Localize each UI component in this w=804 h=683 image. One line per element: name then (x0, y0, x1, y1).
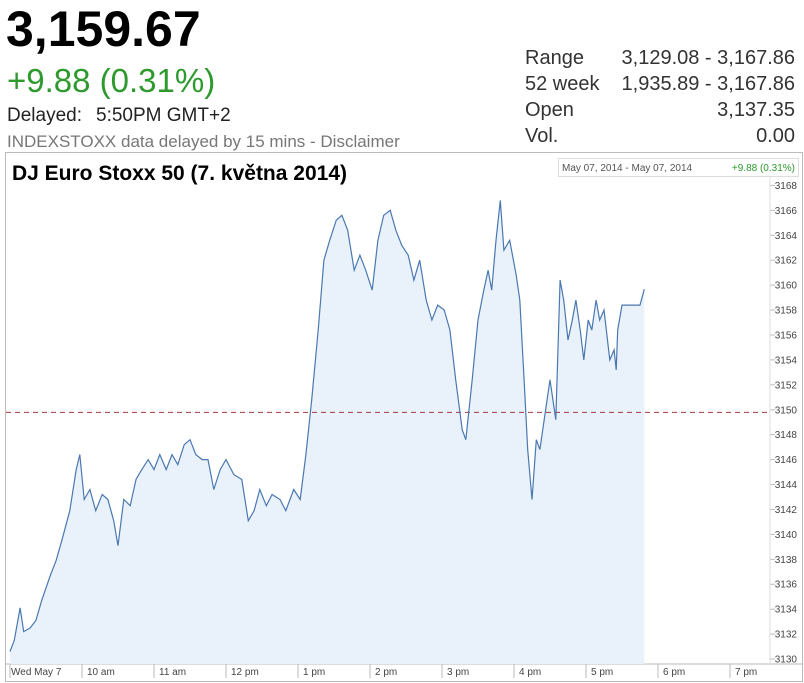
y-tick-label: 3138 (775, 555, 798, 566)
x-tick-label: 12 pm (231, 667, 259, 678)
stat-label: Range (525, 47, 584, 69)
y-tick-label: 3132 (775, 630, 798, 641)
y-tick-label: 3158 (775, 306, 798, 317)
y-tick-label: 3162 (775, 256, 798, 267)
x-tick-label: 10 am (87, 667, 115, 678)
y-tick-label: 3168 (775, 181, 798, 192)
y-tick-label: 3146 (775, 455, 798, 466)
chart-frame (5, 152, 803, 682)
delayed-label: Delayed: (7, 105, 82, 126)
y-tick-label: 3136 (775, 580, 798, 591)
range-change: +9.88 (0.31%) (732, 163, 795, 174)
area-fill (10, 200, 645, 664)
x-tick-label: 4 pm (519, 667, 541, 678)
delayed-time: 5:50PM GMT+2 (96, 105, 231, 126)
x-tick-label: 3 pm (447, 667, 469, 678)
x-tick-label: 1 pm (303, 667, 325, 678)
y-tick-label: 3148 (775, 430, 798, 441)
y-tick-label: 3130 (775, 655, 798, 666)
y-tick-label: 3156 (775, 330, 798, 341)
y-tick-label: 3154 (775, 355, 798, 366)
y-tick-label: 3144 (775, 480, 798, 491)
range-label: May 07, 2014 - May 07, 2014 (562, 163, 693, 174)
y-tick-label: 3142 (775, 505, 798, 516)
delayed: Delayed: 5:50PM GMT+2 (7, 105, 231, 127)
stat-label: 52 week (525, 73, 600, 95)
x-tick-label: 11 am (159, 667, 186, 678)
change: +9.88 (0.31%) (7, 62, 216, 99)
stat-value: 3,129.08 - 3,167.86 (621, 47, 795, 69)
stat-value: 0.00 (756, 125, 795, 147)
y-tick-label: 3166 (775, 206, 798, 217)
stat-label: Vol. (525, 125, 559, 147)
y-tick-label: 3160 (775, 281, 798, 292)
price: 3,159.67 (6, 1, 201, 57)
x-tick-label: 5 pm (591, 667, 613, 678)
y-tick-label: 3164 (775, 231, 798, 242)
y-tick-label: 3152 (775, 380, 798, 391)
stat-value: 3,137.35 (717, 99, 795, 121)
price-line (9, 200, 645, 652)
y-tick-label: 3134 (775, 605, 798, 616)
stat-label: Open (525, 99, 574, 121)
stat-value: 1,935.89 - 3,167.86 (621, 73, 795, 95)
y-tick-label: 3140 (775, 530, 798, 541)
chart-title: DJ Euro Stoxx 50 (7. května 2014) (12, 162, 347, 185)
range-box (558, 158, 799, 177)
disclaimer[interactable]: INDEXSTOXX data delayed by 15 mins - Dis… (7, 132, 400, 151)
x-tick-label: 6 pm (663, 667, 685, 678)
y-tick-label: 3150 (775, 405, 798, 416)
x-tick-label: 2 pm (375, 667, 397, 678)
x-tick-label: 7 pm (735, 667, 757, 678)
x-tick-label: Wed May 7 (11, 667, 62, 678)
